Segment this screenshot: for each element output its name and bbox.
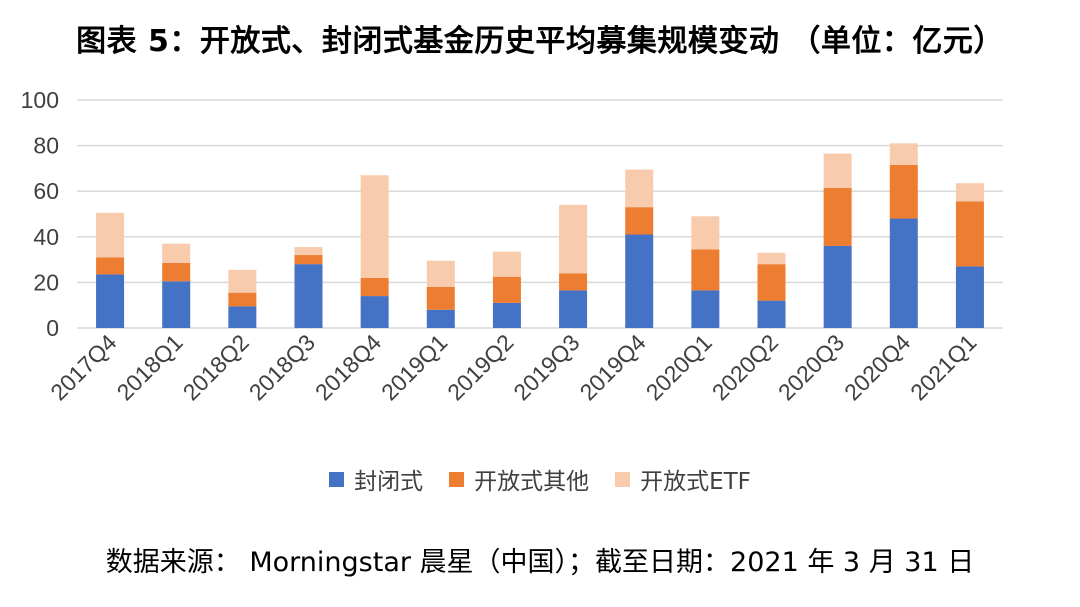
chart-legend: 封闭式 开放式其他 开放式ETF: [0, 462, 1080, 496]
bar-closed: [360, 296, 389, 328]
x-tick-label: 2019Q3: [508, 329, 584, 405]
bar-closed: [823, 245, 852, 328]
legend-swatch-open-other: [449, 471, 465, 487]
bar-open-etf: [228, 269, 257, 293]
chart-plot-area: 0204060801002017Q42018Q12018Q22018Q32018…: [21, 87, 1003, 405]
bar-open-etf: [955, 183, 984, 202]
bar-closed: [228, 306, 257, 328]
bar-open-etf: [96, 212, 125, 258]
legend-label-open-etf: 开放式ETF: [640, 469, 751, 495]
legend-item-open-etf: 开放式ETF: [615, 462, 751, 496]
bar-open-other: [162, 263, 191, 282]
bar-open-etf: [757, 252, 786, 265]
bar-closed: [559, 290, 588, 328]
bar-open-etf: [823, 153, 852, 188]
x-tick-label: 2020Q2: [707, 329, 783, 405]
bar-closed: [955, 266, 984, 328]
bar-closed: [294, 264, 323, 328]
legend-label-closed: 封闭式: [354, 469, 424, 495]
legend-swatch-closed: [329, 471, 345, 487]
bar-open-etf: [294, 247, 323, 256]
legend-item-closed: 封闭式: [329, 462, 423, 496]
bar-open-other: [228, 292, 257, 307]
bar-closed: [889, 218, 918, 328]
legend-item-open-other: 开放式其他: [449, 462, 589, 496]
x-tick-label: 2019Q1: [376, 329, 452, 405]
bar-open-etf: [625, 169, 654, 208]
bar-closed: [426, 309, 455, 328]
bar-open-other: [360, 277, 389, 297]
bar-open-etf: [426, 260, 455, 287]
bar-closed: [96, 274, 125, 328]
bar-closed: [162, 281, 191, 328]
x-tick-label: 2020Q1: [641, 329, 717, 405]
y-tick-label: 0: [46, 315, 59, 341]
bar-open-other: [426, 286, 455, 310]
y-tick-label: 100: [21, 87, 59, 113]
x-tick-label: 2021Q1: [905, 329, 981, 405]
x-tick-label: 2019Q4: [574, 329, 650, 405]
x-tick-label: 2018Q1: [111, 329, 187, 405]
y-tick-label: 40: [33, 224, 59, 250]
x-tick-label: 2020Q3: [773, 329, 849, 405]
bar-closed: [691, 290, 720, 328]
x-tick-label: 2018Q3: [244, 329, 320, 405]
bar-open-etf: [559, 204, 588, 274]
y-tick-label: 80: [33, 133, 59, 159]
legend-swatch-open-etf: [615, 471, 631, 487]
bar-open-other: [757, 264, 786, 301]
bar-closed: [625, 234, 654, 328]
y-tick-label: 20: [33, 269, 59, 295]
source-note: 数据来源： Morningstar 晨星（中国）；截至日期：2021 年 3 月…: [105, 547, 975, 578]
y-tick-label: 60: [33, 178, 59, 204]
bar-open-other: [492, 276, 521, 303]
bar-open-other: [955, 201, 984, 267]
chart-title: 图表 5：开放式、封闭式基金历史平均募集规模变动 （单位：亿元）: [76, 24, 1004, 59]
bar-open-other: [625, 207, 654, 235]
bar-open-etf: [492, 251, 521, 277]
x-tick-label: 2018Q4: [310, 329, 386, 405]
bar-open-etf: [360, 175, 389, 278]
bar-open-other: [889, 164, 918, 219]
bar-open-other: [294, 255, 323, 265]
bar-open-other: [559, 273, 588, 291]
bar-closed: [492, 302, 521, 328]
x-tick-label: 2019Q2: [442, 329, 518, 405]
x-tick-label: 2020Q4: [839, 329, 915, 405]
bar-open-other: [823, 187, 852, 246]
legend-label-open-other: 开放式其他: [474, 469, 590, 495]
bar-open-etf: [162, 243, 191, 264]
bar-open-other: [691, 249, 720, 291]
bar-open-other: [96, 257, 125, 275]
bar-open-etf: [691, 216, 720, 250]
bar-open-etf: [889, 143, 918, 165]
x-tick-label: 2018Q2: [178, 329, 254, 405]
bar-closed: [757, 300, 786, 328]
